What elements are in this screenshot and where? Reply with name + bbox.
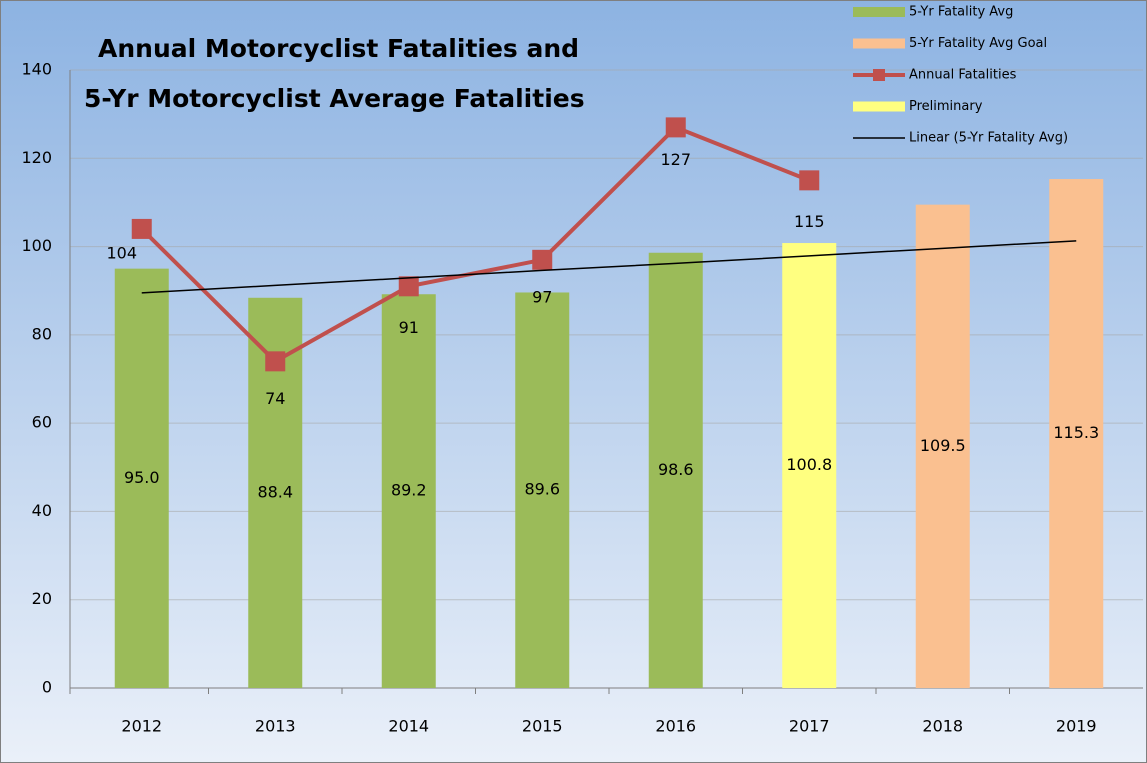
legend-label: Linear (5-Yr Fatality Avg) <box>909 131 1068 146</box>
x-tick-label: 2015 <box>522 717 563 736</box>
trend-line <box>141 240 1077 294</box>
y-tick-label: 0 <box>42 678 52 697</box>
data-label: 109.5 <box>920 436 966 455</box>
line-marker <box>799 170 820 191</box>
data-label: 95.0 <box>124 468 160 487</box>
data-label: 74 <box>265 389 285 408</box>
x-tick-label: 2013 <box>255 717 296 736</box>
legend-label: 5-Yr Fatality Avg <box>909 5 1013 20</box>
legend-swatch <box>853 7 905 17</box>
data-label: 97 <box>532 287 552 306</box>
line-marker <box>131 218 152 239</box>
x-tick-label: 2019 <box>1056 717 1097 736</box>
line-marker <box>532 249 553 270</box>
y-tick-label: 80 <box>32 324 52 343</box>
y-tick-label: 40 <box>32 501 52 520</box>
x-tick-label: 2012 <box>121 717 162 736</box>
bar <box>114 268 169 688</box>
data-label: 91 <box>399 318 419 337</box>
legend-swatch <box>853 101 905 112</box>
legend-swatch <box>853 38 905 49</box>
line-marker <box>398 276 419 297</box>
data-line <box>140 125 810 364</box>
chart-title: 5-Yr Motorcyclist Average Fatalities <box>84 84 585 113</box>
y-tick-label: 100 <box>21 236 52 255</box>
data-label: 89.6 <box>524 480 560 499</box>
data-label: 115 <box>794 212 825 231</box>
data-label: 100.8 <box>786 455 832 474</box>
data-label: 98.6 <box>658 460 694 479</box>
line-marker <box>265 351 286 372</box>
legend-label: Preliminary <box>909 99 983 114</box>
bar <box>648 252 703 688</box>
data-label: 127 <box>660 150 691 169</box>
legend-label: Annual Fatalities <box>909 68 1017 83</box>
x-tick-label: 2016 <box>655 717 696 736</box>
bar <box>782 243 837 689</box>
data-label: 115.3 <box>1053 423 1099 442</box>
data-label: 88.4 <box>257 482 293 501</box>
legend-swatch <box>873 69 885 81</box>
legend-label: 5-Yr Fatality Avg Goal <box>909 36 1047 51</box>
x-tick-label: 2017 <box>789 717 830 736</box>
x-tick-label: 2014 <box>388 717 429 736</box>
chart-title: Annual Motorcyclist Fatalities and <box>98 34 579 63</box>
y-tick-label: 20 <box>32 589 52 608</box>
y-tick-label: 60 <box>32 413 52 432</box>
y-tick-label: 140 <box>21 60 52 79</box>
bar <box>1049 179 1104 689</box>
line-marker <box>665 117 686 138</box>
bar <box>381 294 436 688</box>
data-label: 89.2 <box>391 481 427 500</box>
y-tick-label: 120 <box>21 148 52 167</box>
x-tick-label: 2018 <box>922 717 963 736</box>
bar <box>915 204 970 688</box>
data-label: 104 <box>106 243 137 262</box>
bar <box>515 292 570 688</box>
